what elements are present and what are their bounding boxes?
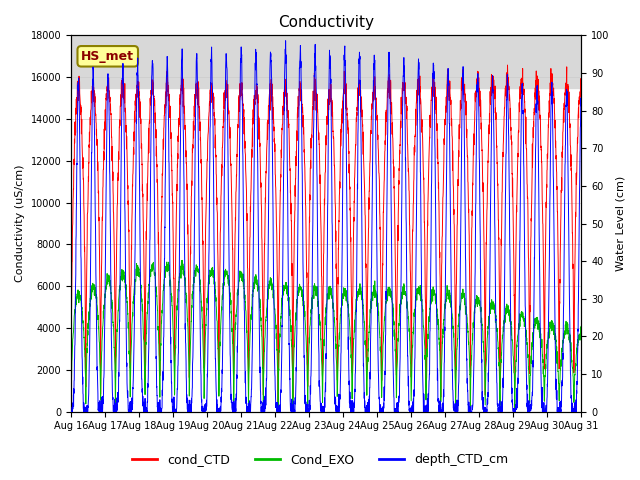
Legend: cond_CTD, Cond_EXO, depth_CTD_cm: cond_CTD, Cond_EXO, depth_CTD_cm xyxy=(127,448,513,471)
Text: HS_met: HS_met xyxy=(81,50,134,63)
Y-axis label: Conductivity (uS/cm): Conductivity (uS/cm) xyxy=(15,165,25,282)
Y-axis label: Water Level (cm): Water Level (cm) xyxy=(615,176,625,271)
Title: Conductivity: Conductivity xyxy=(278,15,374,30)
Bar xyxy=(71,36,581,88)
